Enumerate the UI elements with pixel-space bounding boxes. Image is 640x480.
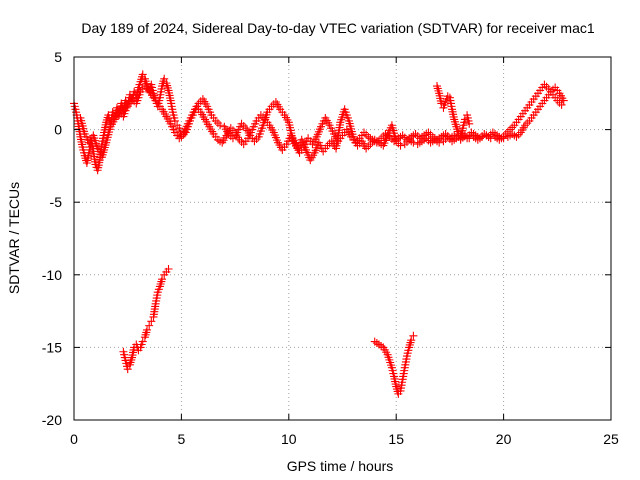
data-point [145,321,154,330]
data-point [158,275,167,284]
x-tick-label: 15 [388,431,404,447]
chart-title: Day 189 of 2024, Sidereal Day-to-day VTE… [81,20,594,36]
data-point [160,74,169,83]
data-point [409,331,418,340]
y-axis-label: SDTVAR / TECUs [6,182,22,294]
plot-frame [73,56,612,421]
data-point [123,365,132,374]
x-tick-label: 25 [603,431,619,447]
x-axis-label: GPS time / hours [287,458,394,474]
y-tick-label: -15 [42,339,62,355]
x-tick-label: 5 [178,431,186,447]
data-point [164,264,173,273]
y-tick-label: -10 [42,267,62,283]
y-tick-label: -5 [50,194,63,210]
data-point [143,325,152,334]
series-low-segment-2-4h [119,264,173,374]
data-point [138,70,147,79]
tick-labels: 0 5 10 15 20 25 5 0 -5 -10 -15 -20 [42,49,619,447]
series-upper-branch [76,80,566,162]
x-tick-label: 0 [70,431,78,447]
series-spike-near-17h [433,82,474,143]
data-point [437,99,446,108]
data-layer [70,70,568,398]
data-point [557,100,566,109]
data-point [396,141,405,150]
data-point [465,119,474,128]
x-tick-label: 10 [281,431,297,447]
y-tick-label: -20 [42,412,62,428]
y-tick-label: 0 [54,122,62,138]
ticks [73,56,612,421]
data-point [407,336,416,345]
series-low-segment-14-16h [370,331,418,398]
data-point [216,121,225,130]
data-point [138,337,147,346]
y-tick-label: 5 [54,49,62,65]
data-point [147,317,156,326]
x-tick-label: 20 [496,431,512,447]
